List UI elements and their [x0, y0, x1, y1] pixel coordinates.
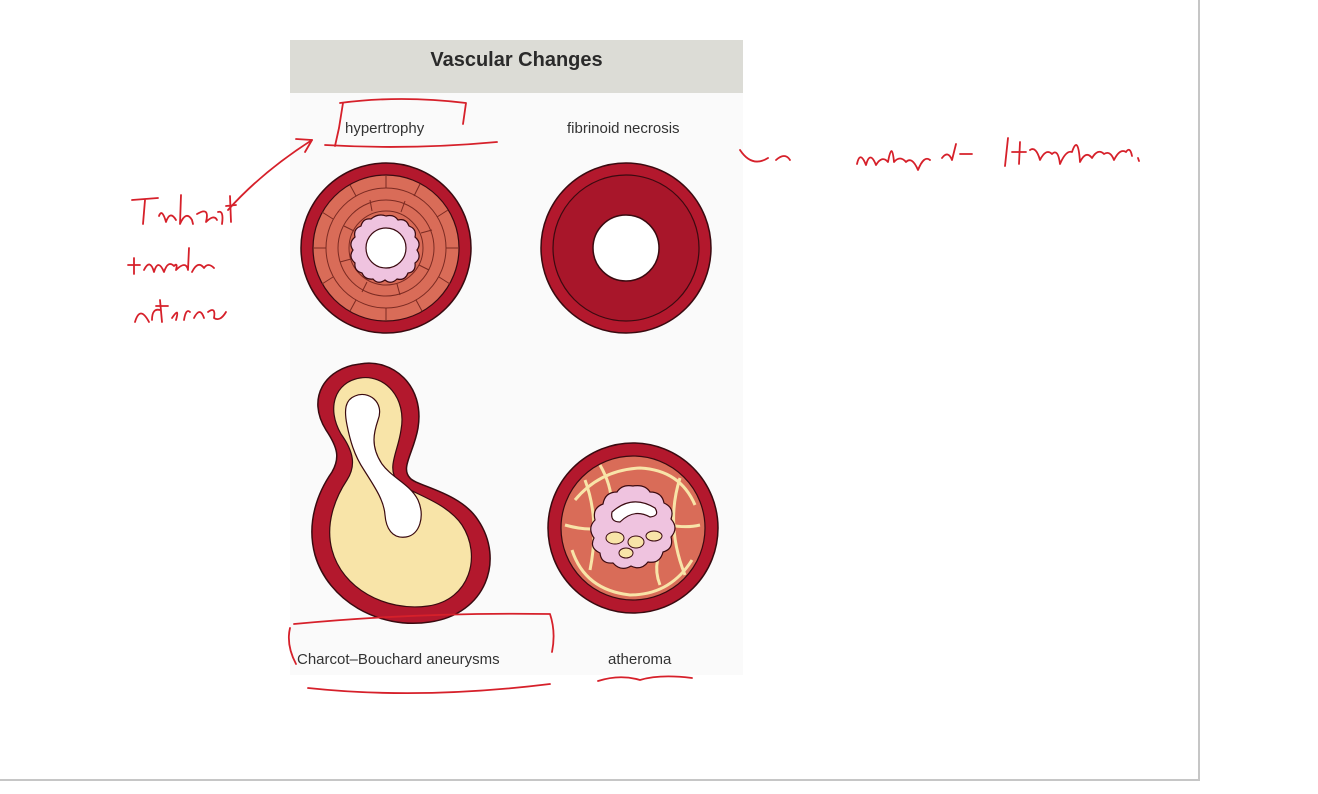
figure-header: Vascular Changes: [290, 40, 743, 93]
hypertrophy-bracket-top-mark: [339, 98, 467, 125]
charcot-bracket-top-mark: [293, 612, 555, 653]
charcot-bracket-left-mark: [287, 627, 297, 665]
note-small-mark: [775, 155, 791, 161]
label-atheroma: atheroma: [608, 651, 672, 668]
note-arteries-scribble: [134, 299, 227, 323]
fibrinoid-necrosis-vessel-drawing: [540, 162, 712, 334]
note-hypertension-scribble: [1004, 137, 1140, 167]
hypertrophy-bracket-left-mark: [334, 102, 344, 147]
slide-right-border: [1198, 0, 1200, 781]
handwritten-annotations: [127, 98, 1140, 695]
atheroma-vessel-drawing: [547, 442, 719, 614]
figure-title: Vascular Changes: [430, 49, 603, 71]
charcot-underline-mark: [307, 683, 551, 695]
charcot-bouchard-aneurysm-drawing: [311, 362, 491, 624]
label-charcot-bouchard: Charcot–Bouchard aneurysms: [297, 651, 500, 668]
note-dash-mark: [739, 149, 769, 163]
slide-bottom-border: [0, 779, 1200, 781]
note-in-heart-scribble: [131, 194, 237, 225]
atheroma-underline-mark: [597, 675, 693, 682]
note-medium-scribble: [127, 247, 215, 275]
label-hypertrophy: hypertrophy: [345, 120, 425, 137]
hypertrophy-underline-mark: [324, 141, 498, 148]
label-fibrinoid-necrosis: fibrinoid necrosis: [567, 120, 680, 137]
annotation-arrow-mark: [227, 139, 313, 211]
hypertrophy-vessel-drawing: [300, 162, 472, 334]
note-malignant-scribble: [856, 143, 973, 171]
side-gutter: [1200, 0, 1318, 794]
annotation-arrowhead-mark: [295, 138, 313, 153]
